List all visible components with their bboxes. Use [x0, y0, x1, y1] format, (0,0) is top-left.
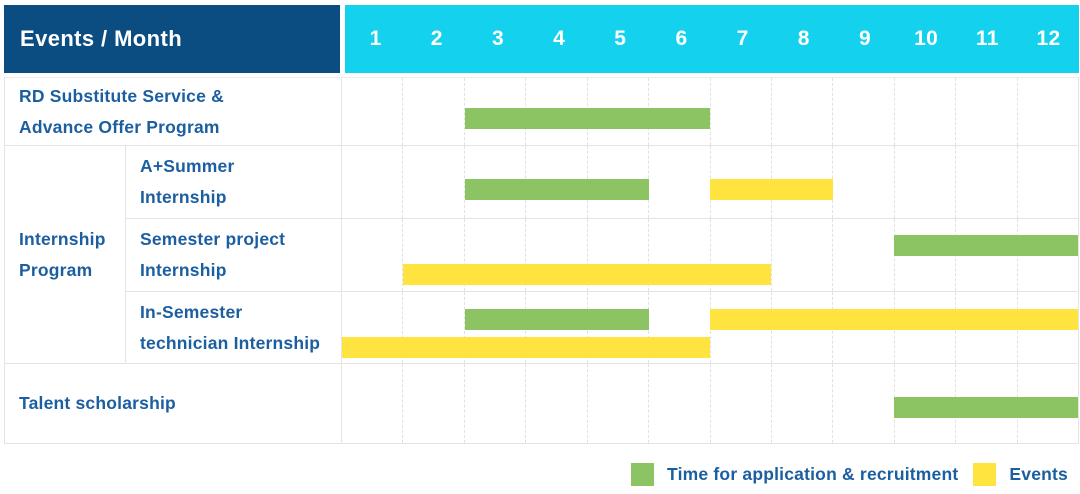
talent-application-bar — [894, 397, 1078, 418]
month-slot — [833, 219, 895, 291]
month-gridlines — [342, 78, 1078, 145]
month-slot — [342, 78, 404, 145]
month-slot — [1018, 146, 1078, 218]
row-label-a-summer-internship: A+Summer Internship — [125, 145, 341, 218]
month-slot — [526, 219, 588, 291]
timeline-a-summer-internship — [341, 145, 1078, 218]
month-slot — [833, 364, 895, 443]
month-slot — [833, 78, 895, 145]
month-slot — [649, 364, 711, 443]
month-slot — [465, 219, 527, 291]
row-label-line: technician Internship — [140, 332, 321, 353]
month-slot — [772, 364, 834, 443]
timeline-in-semester-technician-internship — [341, 291, 1078, 363]
row-label-line: Internship — [140, 187, 227, 207]
row-group-label-internship-program: Internship Program — [5, 145, 125, 363]
month-header-label: 11 — [975, 27, 999, 50]
a_summer-event-bar — [710, 179, 833, 200]
row-label-in-semester-technician-internship: In-Semester technician Internship — [125, 291, 341, 363]
month-header-label: 2 — [430, 27, 443, 50]
gantt-table: Events / Month 1 2 3 4 5 6 7 8 9 10 11 12 RD Substi… — [4, 5, 1079, 444]
semester-application-bar — [894, 235, 1078, 256]
in_semester-event-bar — [710, 309, 1078, 330]
month-slot — [588, 219, 650, 291]
timeline-talent-scholarship — [341, 363, 1078, 443]
month-slot — [403, 292, 465, 363]
row-label-line: RD Substitute Service & — [19, 85, 224, 106]
row-label-line: Semester project — [140, 229, 286, 249]
month-slot — [342, 146, 404, 218]
month-slot — [342, 364, 404, 443]
month-slot — [711, 219, 772, 291]
legend-item-events: Events — [973, 463, 1068, 486]
in_semester-application-bar — [464, 309, 649, 330]
month-slot — [342, 219, 404, 291]
row-label-line: Advance Offer Program — [19, 116, 220, 137]
legend-label-events: Events — [1009, 464, 1068, 484]
month-slot — [403, 219, 465, 291]
month-slot — [403, 146, 465, 218]
month-slot — [1018, 78, 1078, 145]
month-slot — [465, 364, 527, 443]
month-slot — [833, 146, 895, 218]
month-slot — [895, 78, 957, 145]
month-slot — [403, 364, 465, 443]
months-header: 1 2 3 4 5 6 7 8 9 10 11 12 — [345, 5, 1079, 73]
row-label-rd-substitute: RD Substitute Service & Advance Offer Pr… — [5, 78, 341, 145]
legend-label-application: Time for application & recruitment — [667, 464, 959, 484]
month-slot — [649, 78, 711, 145]
in_semester-event-bar — [342, 337, 710, 358]
month-slot — [403, 78, 465, 145]
row-label-line: In-Semester — [140, 301, 243, 322]
a_summer-application-bar — [464, 179, 649, 200]
row-group-label-line: Internship — [19, 228, 106, 249]
semester-event-bar — [403, 264, 772, 285]
month-header-label: 4 — [553, 27, 566, 50]
month-header-label: 12 — [1036, 27, 1061, 50]
month-slot — [895, 146, 957, 218]
month-slot — [526, 364, 588, 443]
row-label-talent-scholarship: Talent scholarship — [5, 363, 341, 443]
month-slot — [956, 78, 1018, 145]
table-body: RD Substitute Service & Advance Offer Pr… — [4, 77, 1079, 444]
month-slot — [956, 146, 1018, 218]
application-color-swatch-icon — [631, 463, 655, 486]
events-month-header-cell: Events / Month — [4, 5, 340, 73]
row-group-label-line: Program — [19, 259, 93, 280]
month-header-label: 6 — [675, 27, 688, 50]
month-header-label: 1 — [369, 27, 382, 50]
month-slot — [772, 146, 834, 218]
timeline-rd-substitute — [341, 78, 1078, 145]
row-label-line: A+Summer — [140, 156, 235, 176]
month-header-label: 10 — [914, 27, 939, 50]
month-slot — [649, 219, 711, 291]
month-slot — [711, 364, 772, 443]
table-title: Events / Month — [20, 26, 183, 51]
month-header-label: 9 — [858, 27, 871, 50]
table-header: Events / Month 1 2 3 4 5 6 7 8 9 10 11 12 — [4, 5, 1079, 73]
rd-application-bar — [464, 108, 710, 129]
month-slot — [772, 78, 834, 145]
month-header-label: 3 — [491, 27, 504, 50]
legend-item-application: Time for application & recruitment — [631, 463, 958, 486]
month-header-label: 5 — [614, 27, 627, 50]
month-slot — [711, 78, 772, 145]
month-slot — [342, 292, 404, 363]
month-header-label: 7 — [736, 27, 749, 50]
events-color-swatch-icon — [973, 463, 997, 486]
month-slot — [649, 146, 711, 218]
month-slot — [772, 219, 834, 291]
legend: Time for application & recruitment Event… — [631, 463, 1068, 486]
timeline-semester-project-internship — [341, 218, 1078, 291]
month-slot — [588, 364, 650, 443]
row-label-line: Talent scholarship — [19, 393, 176, 413]
row-label-semester-project-internship: Semester project Internship — [125, 218, 341, 291]
month-header-label: 8 — [797, 27, 810, 50]
row-label-line: Internship — [140, 260, 227, 280]
